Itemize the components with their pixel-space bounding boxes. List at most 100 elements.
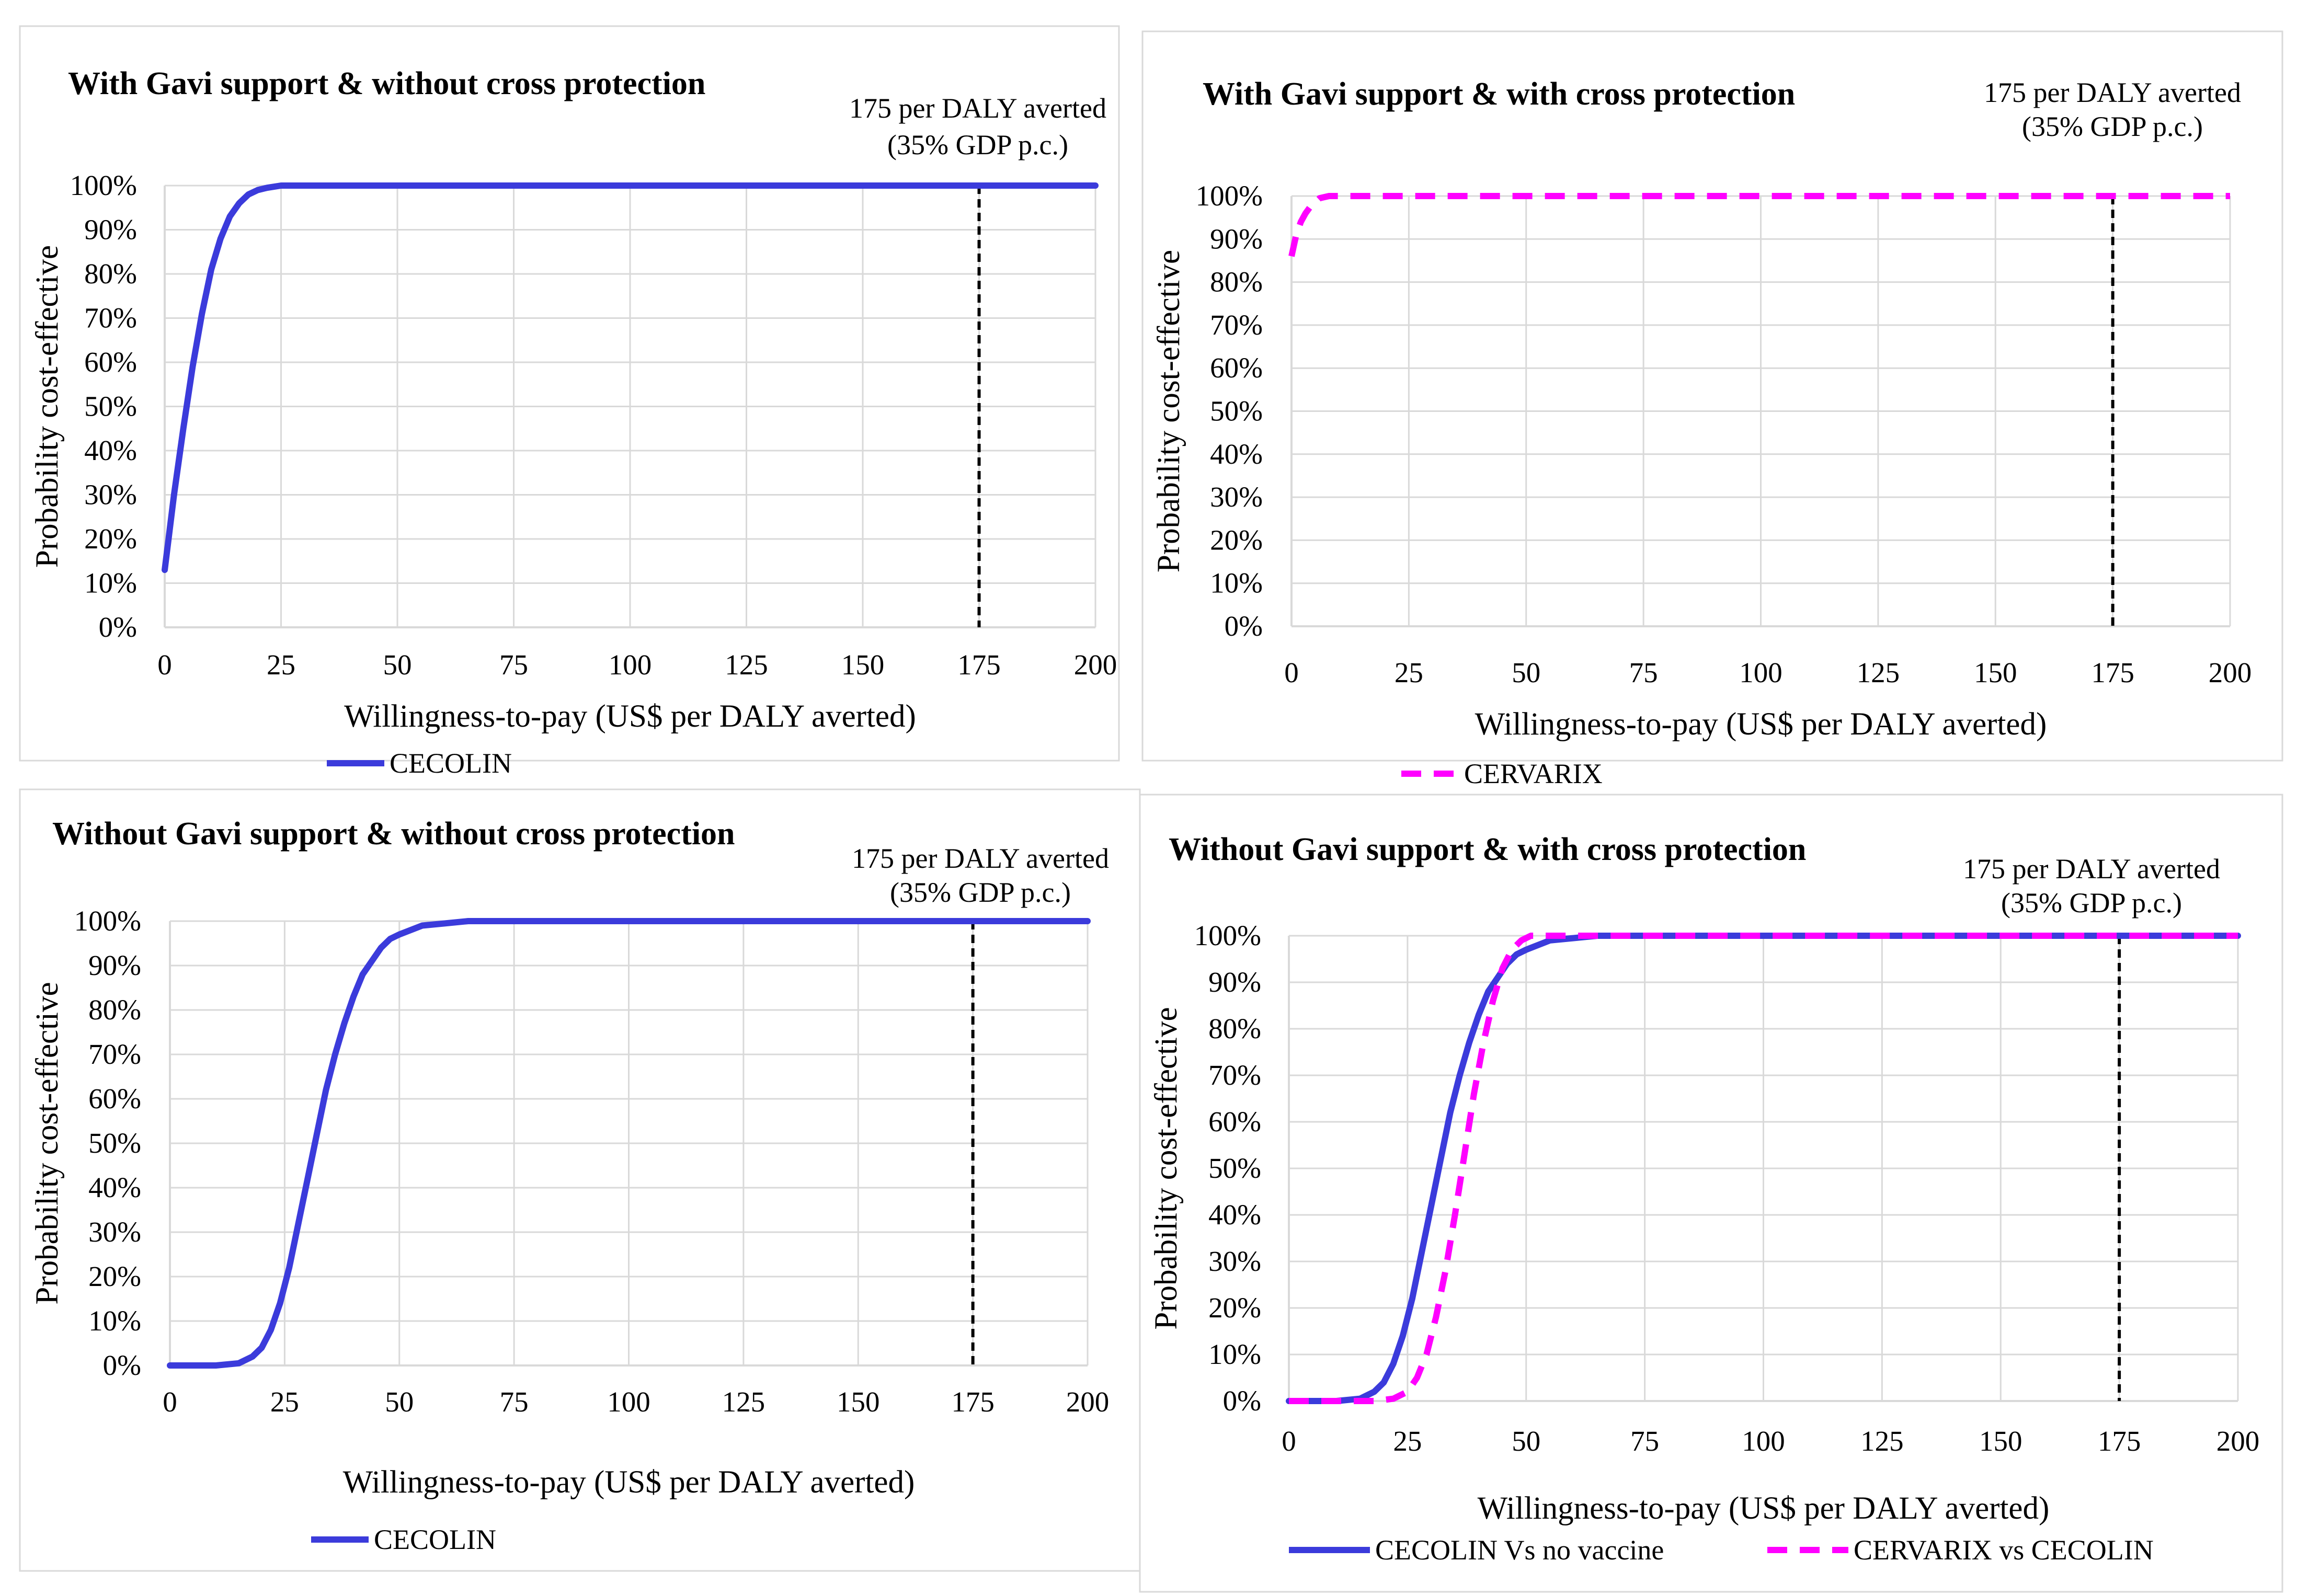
x-tick-label: 150 <box>1979 1425 2022 1457</box>
legend: CECOLIN <box>327 748 512 779</box>
y-tick-label: 70% <box>1210 309 1263 341</box>
x-tick-label: 25 <box>1395 657 1423 688</box>
y-tick-label: 80% <box>84 258 137 290</box>
series-line-1 <box>1288 193 2230 257</box>
threshold-annotation-sub: (35% GDP p.c.) <box>887 129 1068 160</box>
y-tick-label: 40% <box>1208 1199 1261 1231</box>
y-tick-label: 90% <box>84 214 137 246</box>
y-axis-label: Probability cost-effective <box>30 245 65 568</box>
threshold-annotation-sub: (35% GDP p.c.) <box>2001 887 2182 918</box>
threshold-annotation: 175 per DALY averted <box>852 843 1109 874</box>
legend: CERVARIX <box>1401 758 1603 789</box>
y-tick-label: 70% <box>1208 1059 1261 1091</box>
x-axis-label: Willingness-to-pay (US$ per DALY averted… <box>344 699 916 734</box>
x-tick-label: 25 <box>267 649 295 681</box>
y-tick-label: 50% <box>1208 1152 1261 1184</box>
legend-label: CECOLIN Vs no vaccine <box>1375 1534 1664 1566</box>
y-tick-label: 30% <box>1210 481 1263 513</box>
x-axis-label: Willingness-to-pay (US$ per DALY averted… <box>1475 707 2047 742</box>
y-axis-label: Probability cost-effective <box>30 982 65 1304</box>
series-line-1 <box>167 918 1091 1369</box>
x-tick-label: 75 <box>499 649 528 681</box>
panel-frame <box>19 25 1120 762</box>
x-tick-label: 100 <box>609 649 652 681</box>
chart-title: With Gavi support & with cross protectio… <box>1203 76 1795 112</box>
y-tick-label: 80% <box>1210 266 1263 298</box>
y-tick-label: 100% <box>70 169 137 201</box>
y-tick-label: 50% <box>88 1127 141 1159</box>
y-tick-label: 10% <box>1208 1338 1261 1370</box>
x-tick-label: 125 <box>722 1386 765 1418</box>
x-tick-label: 100 <box>607 1386 650 1418</box>
threshold-annotation-sub: (35% GDP p.c.) <box>890 877 1071 908</box>
y-tick-label: 0% <box>103 1349 141 1381</box>
y-tick-label: 40% <box>1210 438 1263 470</box>
y-tick-label: 10% <box>88 1305 141 1337</box>
y-axis-label: Probability cost-effective <box>1151 250 1186 572</box>
threshold-annotation-sub: (35% GDP p.c.) <box>2022 111 2203 142</box>
y-tick-label: 50% <box>84 391 137 422</box>
x-tick-label: 175 <box>951 1386 995 1418</box>
y-tick-label: 30% <box>84 479 137 511</box>
threshold-annotation: 175 per DALY averted <box>849 93 1106 124</box>
x-tick-label: 175 <box>957 649 1001 681</box>
x-tick-label: 75 <box>1630 1425 1659 1457</box>
y-tick-label: 50% <box>1210 395 1263 427</box>
y-tick-label: 40% <box>88 1172 141 1203</box>
y-tick-label: 0% <box>1225 610 1263 642</box>
y-tick-label: 30% <box>1208 1245 1261 1277</box>
y-tick-label: 0% <box>99 611 137 643</box>
y-tick-label: 70% <box>88 1038 141 1070</box>
y-tick-label: 100% <box>1194 920 1261 951</box>
x-tick-label: 0 <box>1282 1425 1296 1457</box>
x-tick-label: 25 <box>1393 1425 1422 1457</box>
y-tick-label: 100% <box>74 905 141 937</box>
x-tick-label: 125 <box>1860 1425 1904 1457</box>
y-tick-label: 20% <box>1208 1292 1261 1324</box>
threshold-annotation: 175 per DALY averted <box>1963 853 2220 885</box>
x-tick-label: 175 <box>2098 1425 2141 1457</box>
chart-panel-4: Without Gavi support & with cross protec… <box>1139 794 2283 1593</box>
y-tick-label: 20% <box>84 523 137 555</box>
y-tick-label: 10% <box>1210 567 1263 599</box>
y-axis-label: Probability cost-effective <box>1149 1007 1184 1329</box>
x-tick-label: 200 <box>2216 1425 2260 1457</box>
legend-label: CECOLIN <box>390 748 512 779</box>
panel-frame <box>1141 30 2283 762</box>
legend-label: CECOLIN <box>374 1524 496 1555</box>
x-tick-label: 50 <box>1512 657 1540 688</box>
x-tick-label: 75 <box>1629 657 1658 688</box>
x-tick-label: 50 <box>1512 1425 1540 1457</box>
y-tick-label: 60% <box>88 1083 141 1115</box>
y-tick-label: 20% <box>1210 524 1263 556</box>
y-tick-label: 90% <box>1210 223 1263 255</box>
y-tick-label: 90% <box>88 949 141 981</box>
x-tick-label: 200 <box>2209 657 2252 688</box>
x-tick-label: 50 <box>385 1386 414 1418</box>
x-tick-label: 125 <box>725 649 768 681</box>
x-tick-label: 100 <box>1742 1425 1785 1457</box>
y-tick-label: 60% <box>84 346 137 378</box>
y-tick-label: 20% <box>88 1260 141 1292</box>
series-line-2 <box>1289 933 2238 1404</box>
x-tick-label: 200 <box>1074 649 1117 681</box>
chart-panel-1: With Gavi support & without cross protec… <box>19 25 1120 779</box>
x-tick-label: 25 <box>270 1386 299 1418</box>
chart-title: Without Gavi support & without cross pro… <box>52 816 735 852</box>
legend: CECOLIN Vs no vaccine CERVARIX vs CECOLIN <box>1289 1534 2154 1566</box>
threshold-annotation: 175 per DALY averted <box>1984 77 2241 108</box>
chart-panel-2: With Gavi support & with cross protectio… <box>1141 30 2283 789</box>
y-tick-label: 80% <box>1208 1013 1261 1044</box>
y-tick-label: 60% <box>1208 1106 1261 1138</box>
y-tick-label: 40% <box>84 434 137 466</box>
x-tick-label: 200 <box>1066 1386 1110 1418</box>
legend: CECOLIN <box>311 1524 496 1555</box>
series-line-1 <box>162 182 1099 573</box>
series-line-1 <box>1286 933 2241 1404</box>
x-tick-label: 175 <box>2091 657 2134 688</box>
x-tick-label: 0 <box>1284 657 1299 688</box>
y-tick-label: 0% <box>1223 1385 1261 1417</box>
x-axis-label: Willingness-to-pay (US$ per DALY averted… <box>343 1465 915 1500</box>
panel-frame <box>1139 794 2283 1593</box>
